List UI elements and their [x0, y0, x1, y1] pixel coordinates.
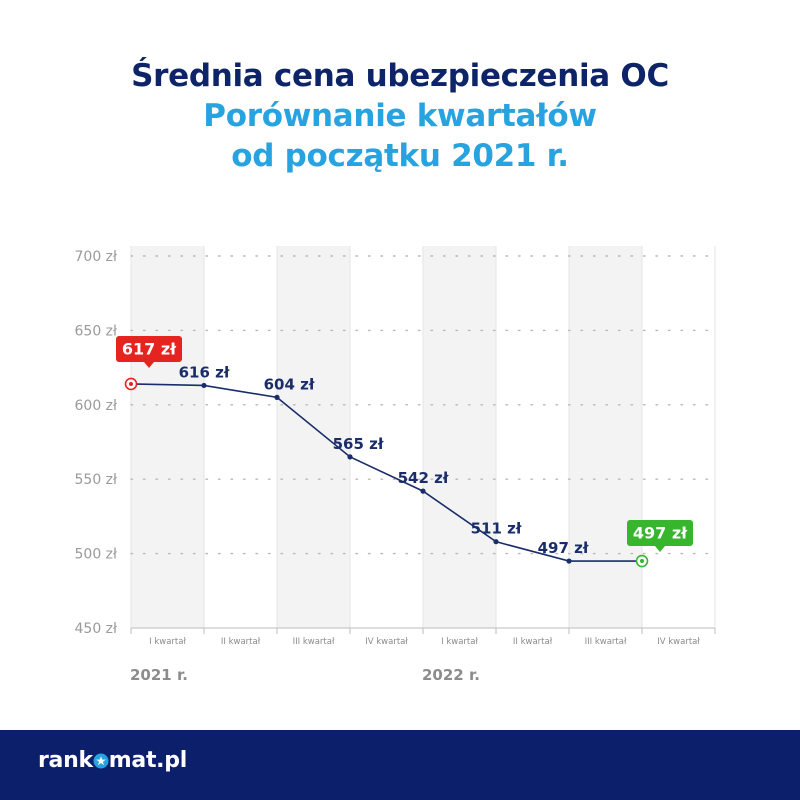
x-tick-label: IV kwartał	[657, 637, 700, 647]
data-label: 604 zł	[264, 375, 315, 393]
y-axis: 700 zł 650 zł 600 zł 550 zł 500 zł 450 zł	[75, 249, 118, 637]
quarter-band	[423, 246, 496, 628]
y-tick-label: 650 zł	[75, 323, 118, 339]
start-value-badge: 617 zł	[116, 336, 182, 368]
quarter-bands	[131, 246, 642, 628]
x-tick-label: II kwartał	[513, 637, 553, 647]
start-marker-dot	[129, 381, 133, 386]
quarter-band	[277, 246, 350, 628]
x-tick-label: II kwartał	[221, 637, 261, 647]
data-point	[420, 488, 426, 494]
logo-text-part2: mat.pl	[108, 748, 187, 773]
data-labels: 616 zł 604 zł 565 zł 542 zł 511 zł 497 zł 617 …	[116, 336, 693, 557]
line-chart: 700 zł 650 zł 600 zł 550 zł 500 zł 450 zł I k…	[75, 246, 716, 684]
data-point	[201, 382, 207, 389]
start-value-badge-pointer	[144, 362, 154, 368]
y-tick-label: 600 zł	[75, 398, 118, 414]
chart-subtitle-line2: od początku 2021 r.	[231, 138, 569, 174]
end-value-badge: 497 zł	[627, 520, 693, 552]
chart-subtitle-line1: Porównanie kwartałów	[203, 98, 597, 134]
price-series	[124, 377, 649, 568]
year-label: 2021 r.	[130, 666, 188, 684]
data-point	[274, 394, 280, 400]
rankomat-logo[interactable]: rank mat.pl	[38, 748, 187, 775]
x-tick-label: I kwartał	[441, 637, 478, 647]
data-label: 565 zł	[333, 435, 384, 453]
y-tick-label: 450 zł	[75, 621, 118, 637]
x-tick-label: I kwartał	[149, 637, 186, 647]
year-label: 2022 r.	[422, 666, 480, 684]
y-tick-label: 550 zł	[75, 472, 118, 488]
x-tick-label: III kwartał	[293, 637, 335, 647]
data-point	[566, 558, 572, 564]
x-tick-label: IV kwartał	[365, 637, 408, 647]
footer-bar: rank mat.pl	[0, 730, 800, 800]
x-tick-label: III kwartał	[585, 637, 627, 647]
y-tick-label: 700 zł	[75, 249, 118, 265]
data-point	[493, 539, 499, 545]
data-label: 511 zł	[471, 520, 522, 538]
start-value-badge-bg	[116, 336, 182, 362]
data-point	[347, 454, 353, 460]
y-tick-label: 500 zł	[75, 547, 118, 563]
start-value-badge-text: 617 zł	[122, 340, 177, 359]
grid-lines	[130, 246, 716, 628]
end-value-badge-pointer	[655, 546, 665, 552]
end-value-badge-text: 497 zł	[633, 524, 688, 543]
end-value-badge-bg	[627, 520, 693, 546]
chart-title-block: Średnia cena ubezpieczenia OC Porównanie…	[0, 56, 800, 176]
quarter-band	[569, 246, 642, 628]
x-axis: I kwartał II kwartał III kwartał IV kwartał…	[130, 627, 716, 684]
star-icon	[93, 750, 109, 775]
logo-text-part1: rank	[38, 748, 93, 773]
data-label: 542 zł	[398, 469, 449, 487]
chart-title: Średnia cena ubezpieczenia OC	[131, 58, 669, 94]
end-marker-dot	[640, 559, 644, 564]
series-line	[130, 383, 642, 562]
quarter-band	[131, 246, 204, 628]
data-label: 616 zł	[179, 363, 230, 381]
data-label: 497 zł	[538, 539, 589, 557]
